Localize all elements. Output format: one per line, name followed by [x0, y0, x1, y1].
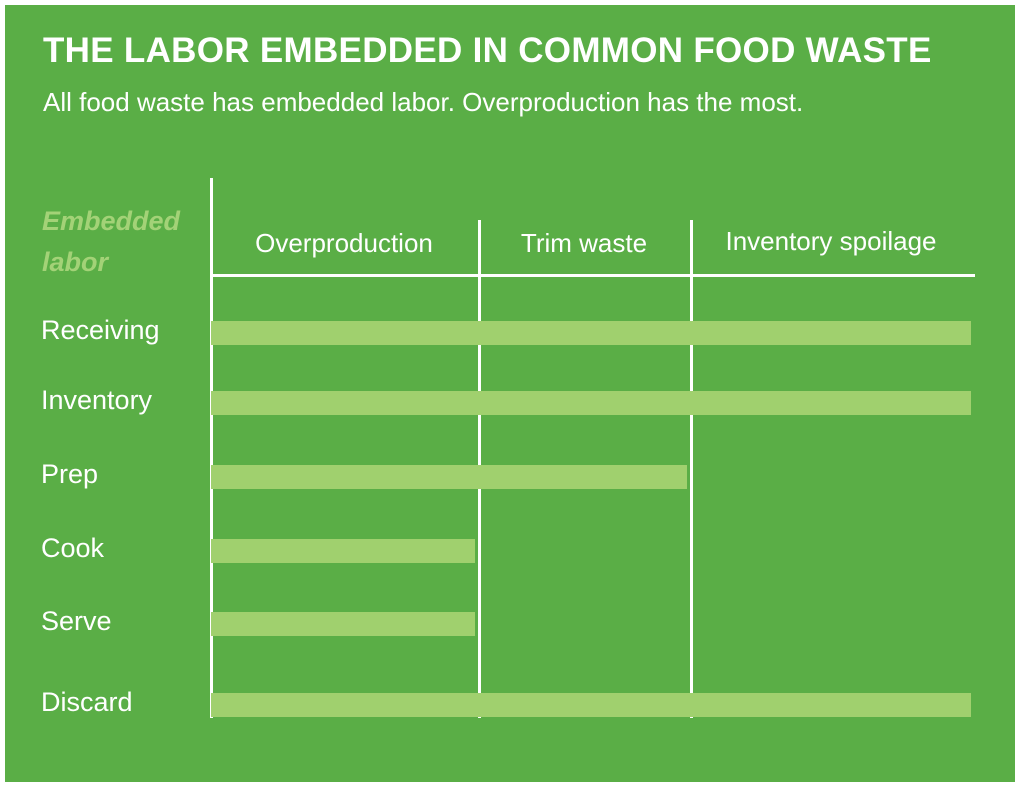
row-label: Inventory: [41, 385, 153, 415]
row-label: Discard: [41, 687, 133, 717]
labor-bar: [211, 391, 971, 415]
axis-line: [210, 178, 213, 718]
title: THE LABOR EMBEDDED IN COMMON FOOD WASTE: [43, 31, 932, 70]
labor-bar: [211, 693, 971, 717]
row-label: Serve: [41, 606, 112, 636]
labor-bar: [211, 465, 687, 489]
header-line: [210, 274, 975, 277]
column-divider: [690, 220, 693, 718]
column-header: Inventory spoilage: [725, 226, 937, 256]
labor-bar: [211, 539, 475, 563]
column-header: Overproduction: [255, 228, 433, 258]
row-label: Receiving: [41, 315, 160, 345]
infographic-panel: THE LABOR EMBEDDED IN COMMON FOOD WASTE …: [5, 5, 1015, 782]
row-label: Prep: [41, 459, 99, 489]
labor-bar: [211, 612, 475, 636]
row-header: Embedded labor: [42, 206, 181, 277]
labor-bar: [211, 321, 971, 345]
subtitle: All food waste has embedded labor. Overp…: [43, 87, 804, 117]
column-header: Trim waste: [520, 228, 648, 258]
row-label: Cook: [41, 533, 105, 563]
